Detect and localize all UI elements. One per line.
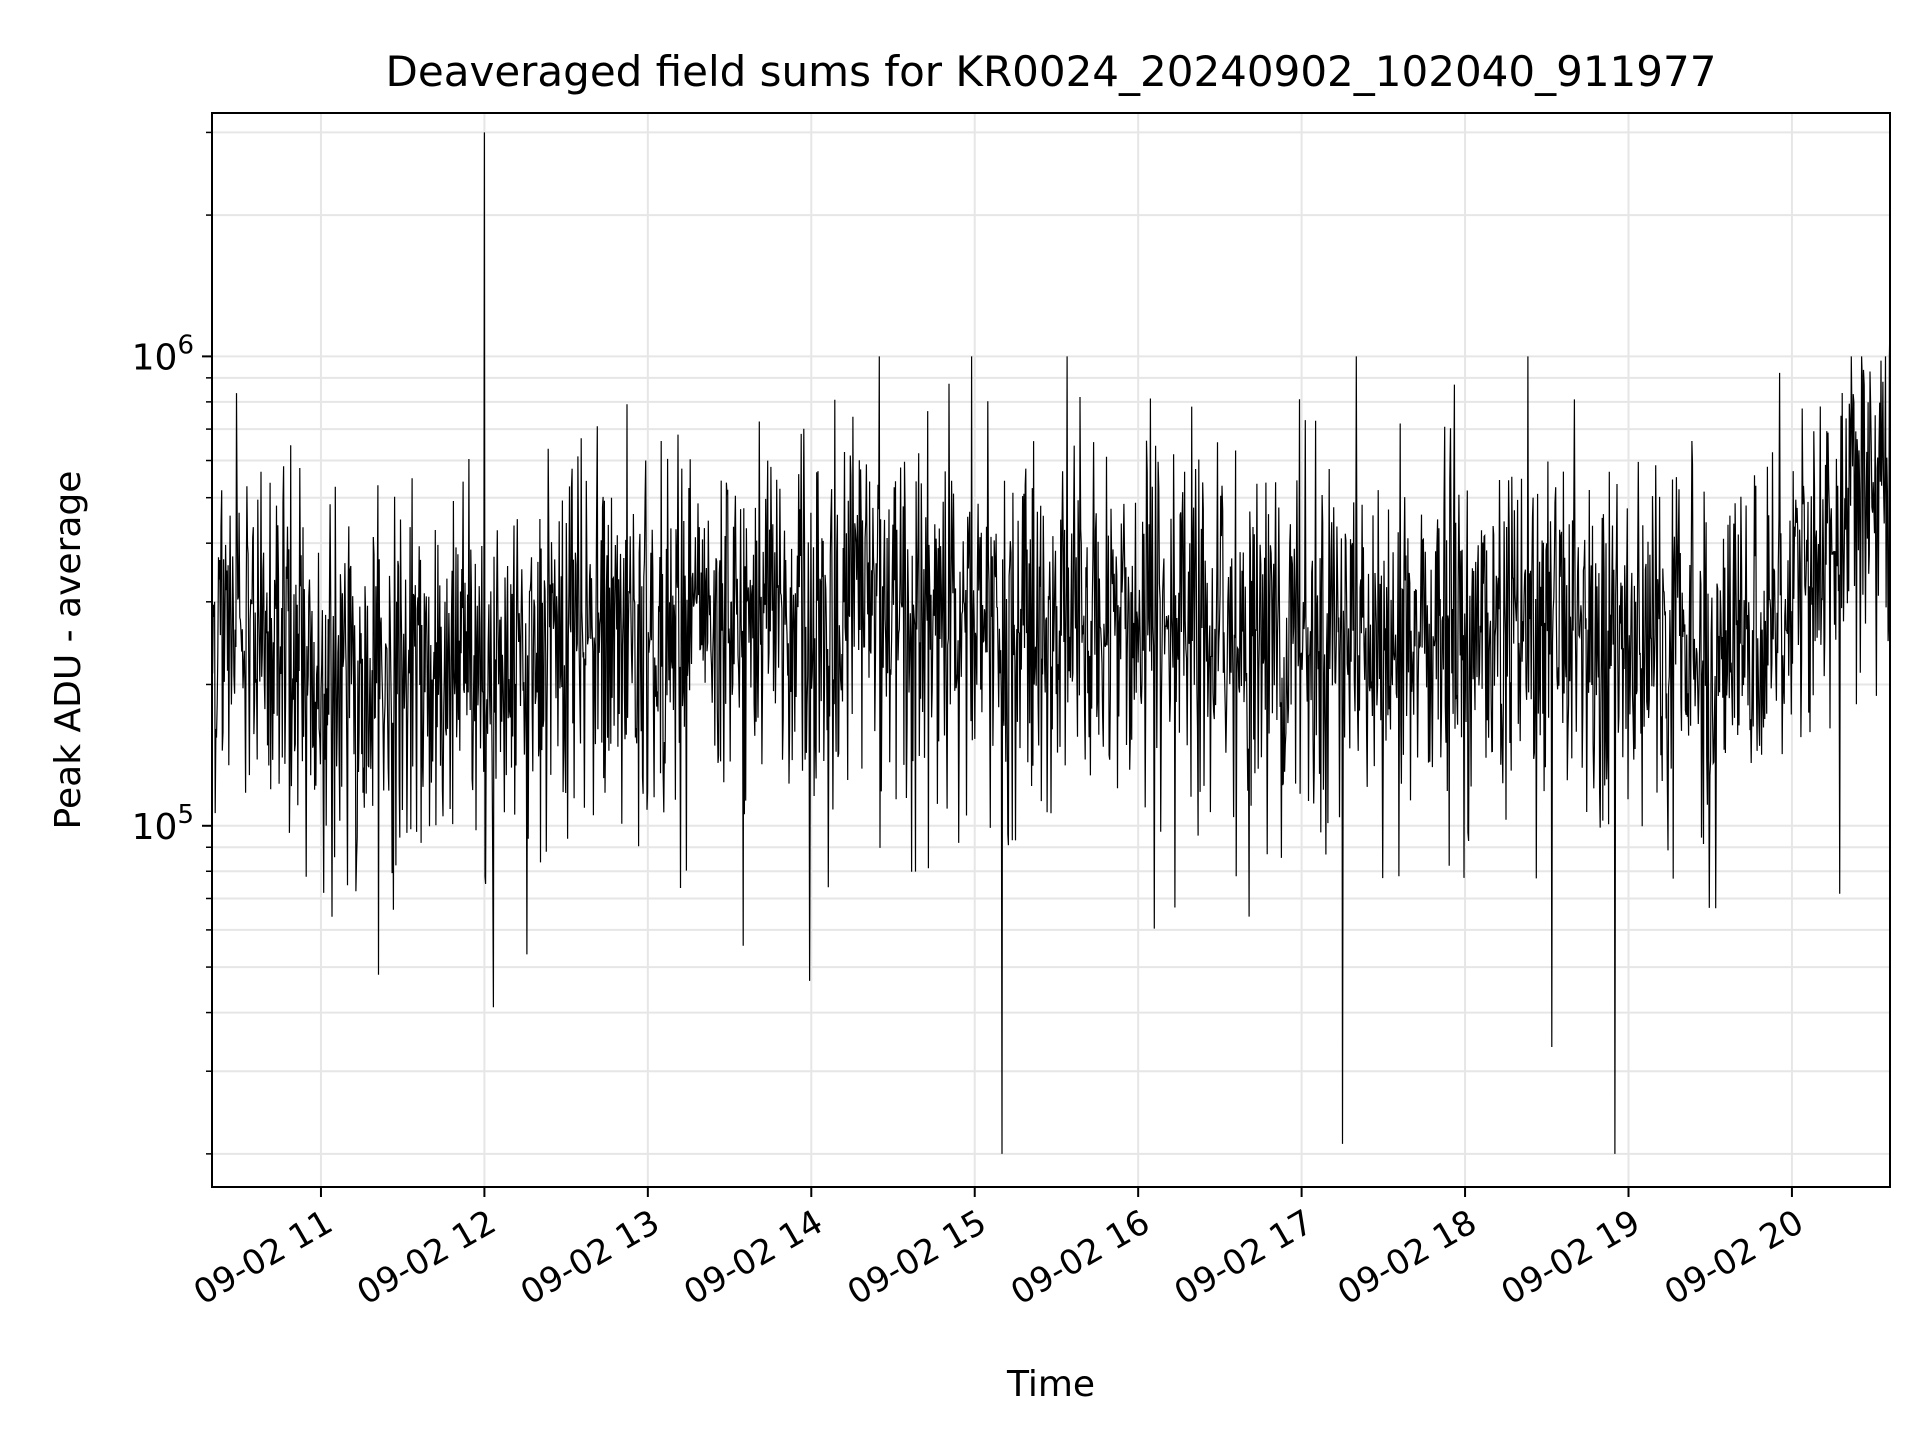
series-line-layer [212, 132, 1890, 1154]
x-tick-label: 09-02 17 [1168, 1202, 1320, 1313]
y-axis: 105 106 [132, 132, 212, 1153]
y-tick-label: 106 [132, 330, 194, 378]
x-tick-label: 09-02 20 [1658, 1202, 1810, 1313]
x-tick-label: 09-02 12 [351, 1202, 503, 1313]
y-tick-label: 105 [132, 800, 194, 848]
x-tick-label: 09-02 14 [677, 1202, 829, 1313]
x-tick-label: 09-02 13 [514, 1202, 666, 1313]
x-tick-label: 09-02 19 [1495, 1202, 1647, 1313]
x-tick-label: 09-02 15 [841, 1202, 993, 1313]
y-axis-label: Peak ADU - average [48, 471, 89, 830]
x-tick-label: 09-02 18 [1331, 1202, 1483, 1313]
x-tick-label: 09-02 16 [1004, 1202, 1156, 1313]
x-tick-label: 09-02 11 [187, 1202, 339, 1313]
series-line [212, 132, 1890, 1154]
chart-title: Deaveraged field sums for KR0024_2024090… [386, 47, 1717, 96]
x-axis-label: Time [1006, 1364, 1095, 1405]
